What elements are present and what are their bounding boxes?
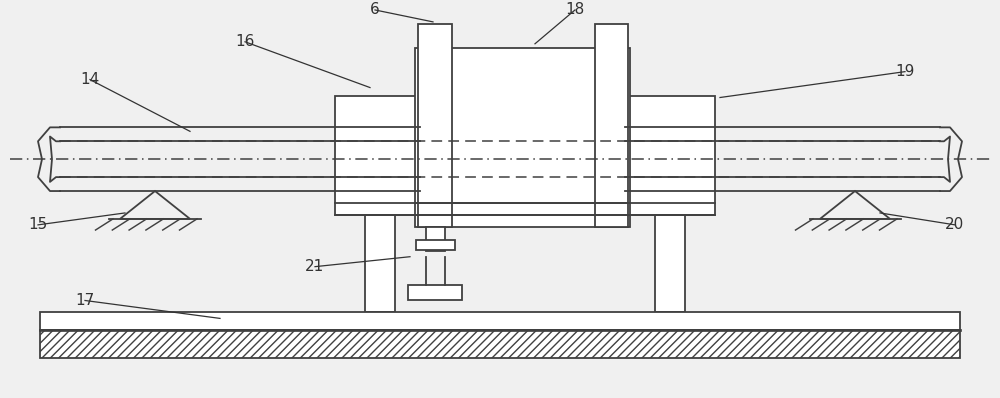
Text: 6: 6 <box>370 2 380 18</box>
Polygon shape <box>40 312 960 330</box>
Polygon shape <box>625 96 715 215</box>
Polygon shape <box>426 227 445 251</box>
Text: 19: 19 <box>895 64 915 79</box>
Text: 21: 21 <box>305 259 325 274</box>
Polygon shape <box>655 215 685 312</box>
Text: 15: 15 <box>28 217 48 232</box>
Polygon shape <box>595 24 628 227</box>
Text: 17: 17 <box>75 293 95 308</box>
Text: 18: 18 <box>565 2 585 18</box>
Polygon shape <box>335 96 435 215</box>
Polygon shape <box>408 285 462 300</box>
Polygon shape <box>40 330 960 358</box>
Text: 20: 20 <box>945 217 965 232</box>
Polygon shape <box>365 215 395 312</box>
Text: 16: 16 <box>235 34 255 49</box>
Polygon shape <box>416 240 455 250</box>
Polygon shape <box>415 48 630 227</box>
Polygon shape <box>418 24 452 227</box>
Text: 14: 14 <box>80 72 100 87</box>
